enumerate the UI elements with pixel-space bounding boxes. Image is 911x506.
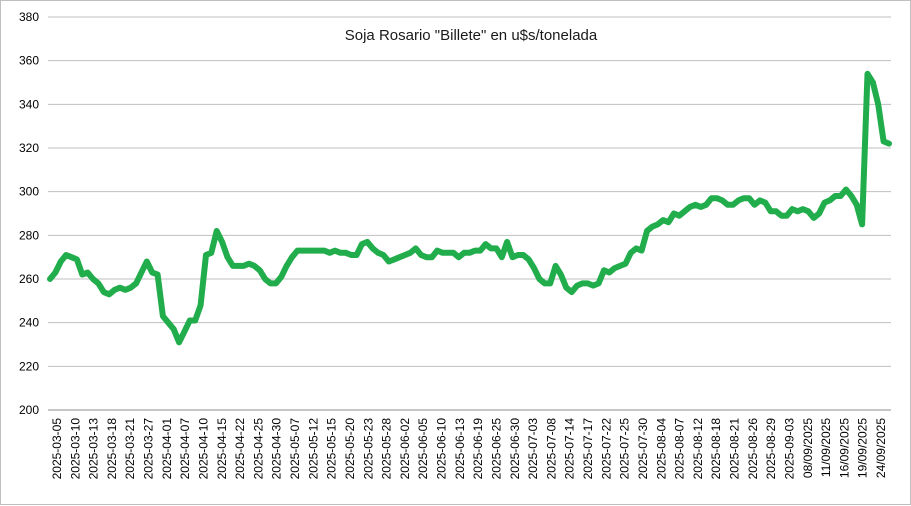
x-tick-label: 2025-07-30 xyxy=(636,418,650,480)
x-tick-label: 2025-07-17 xyxy=(581,418,595,480)
x-tick-label: 2025-08-12 xyxy=(691,418,705,480)
x-tick-label: 2025-05-12 xyxy=(306,418,320,480)
x-tick-label: 08/09/2025 xyxy=(801,418,815,478)
y-tick-label: 240 xyxy=(19,316,39,330)
x-tick-label: 2025-04-07 xyxy=(178,418,192,480)
x-tick-label: 2025-04-30 xyxy=(270,418,284,480)
x-tick-label: 2025-05-15 xyxy=(325,418,339,480)
x-tick-label: 2025-03-18 xyxy=(105,418,119,480)
y-tick-label: 200 xyxy=(19,403,39,417)
x-tick-label: 2025-08-07 xyxy=(673,418,687,480)
x-tick-label: 2025-07-22 xyxy=(599,418,613,480)
x-tick-label: 2025-07-25 xyxy=(618,418,632,480)
x-tick-label: 2025-09-03 xyxy=(782,418,796,480)
y-tick-label: 360 xyxy=(19,54,39,68)
x-tick-label: 2025-07-08 xyxy=(544,418,558,480)
x-tick-label: 2025-08-26 xyxy=(746,418,760,480)
x-tick-label: 2025-03-13 xyxy=(87,418,101,480)
y-tick-label: 220 xyxy=(19,359,39,373)
x-tick-label: 2025-08-29 xyxy=(764,418,778,480)
x-tick-label: 24/09/2025 xyxy=(874,418,888,478)
y-tick-label: 320 xyxy=(19,141,39,155)
x-axis-tick-labels: 2025-03-05 2025-03-10 2025-03-13 2025-03-18… xyxy=(50,418,888,480)
x-tick-label: 2025-04-22 xyxy=(233,418,247,480)
x-tick-label: 2025-03-05 xyxy=(50,418,64,480)
x-tick-label: 2025-07-03 xyxy=(526,418,540,480)
x-tick-label: 2025-06-25 xyxy=(490,418,504,480)
series-line xyxy=(47,70,892,346)
x-tick-label: 2025-06-10 xyxy=(435,418,449,480)
y-tick-label: 280 xyxy=(19,228,39,242)
x-tick-label: 2025-05-07 xyxy=(288,418,302,480)
x-tick-label: 16/09/2025 xyxy=(837,418,851,478)
x-tick-label: 2025-04-01 xyxy=(160,418,174,480)
x-tick-label: 2025-04-10 xyxy=(197,418,211,480)
x-tick-label: 2025-08-04 xyxy=(654,418,668,480)
x-tick-label: 2025-04-25 xyxy=(251,418,265,480)
x-tick-label: 2025-05-28 xyxy=(380,418,394,480)
x-tick-label: 19/09/2025 xyxy=(856,418,870,478)
x-tick-label: 2025-04-15 xyxy=(215,418,229,480)
x-tick-label: 2025-03-10 xyxy=(68,418,82,480)
x-tick-label: 2025-05-23 xyxy=(361,418,375,480)
y-tick-label: 260 xyxy=(19,272,39,286)
x-tick-label: 2025-05-20 xyxy=(343,418,357,480)
series-layer xyxy=(47,70,892,346)
x-tick-label: 2025-07-14 xyxy=(563,418,577,480)
x-tick-label: 2025-06-19 xyxy=(471,418,485,480)
x-tick-label: 2025-06-02 xyxy=(398,418,412,480)
chart-title: Soja Rosario "Billete" en u$s/tonelada xyxy=(345,27,598,44)
x-tick-label: 2025-08-18 xyxy=(709,418,723,480)
x-tick-label: 2025-03-27 xyxy=(142,418,156,480)
y-tick-label: 300 xyxy=(19,185,39,199)
x-tick-label: 2025-06-05 xyxy=(416,418,430,480)
y-axis-tick-labels: 200 220 240 260 280 300 320 340 360 380 xyxy=(19,10,39,417)
x-tick-label: 2025-08-21 xyxy=(728,418,742,480)
gridlines xyxy=(48,16,891,411)
x-tick-label: 2025-06-13 xyxy=(453,418,467,480)
x-tick-label: 2025-03-21 xyxy=(123,418,137,480)
x-tick-label: 11/09/2025 xyxy=(819,418,833,477)
y-tick-label: 380 xyxy=(19,10,39,24)
x-tick-label: 2025-06-30 xyxy=(508,418,522,480)
y-tick-label: 340 xyxy=(19,97,39,111)
